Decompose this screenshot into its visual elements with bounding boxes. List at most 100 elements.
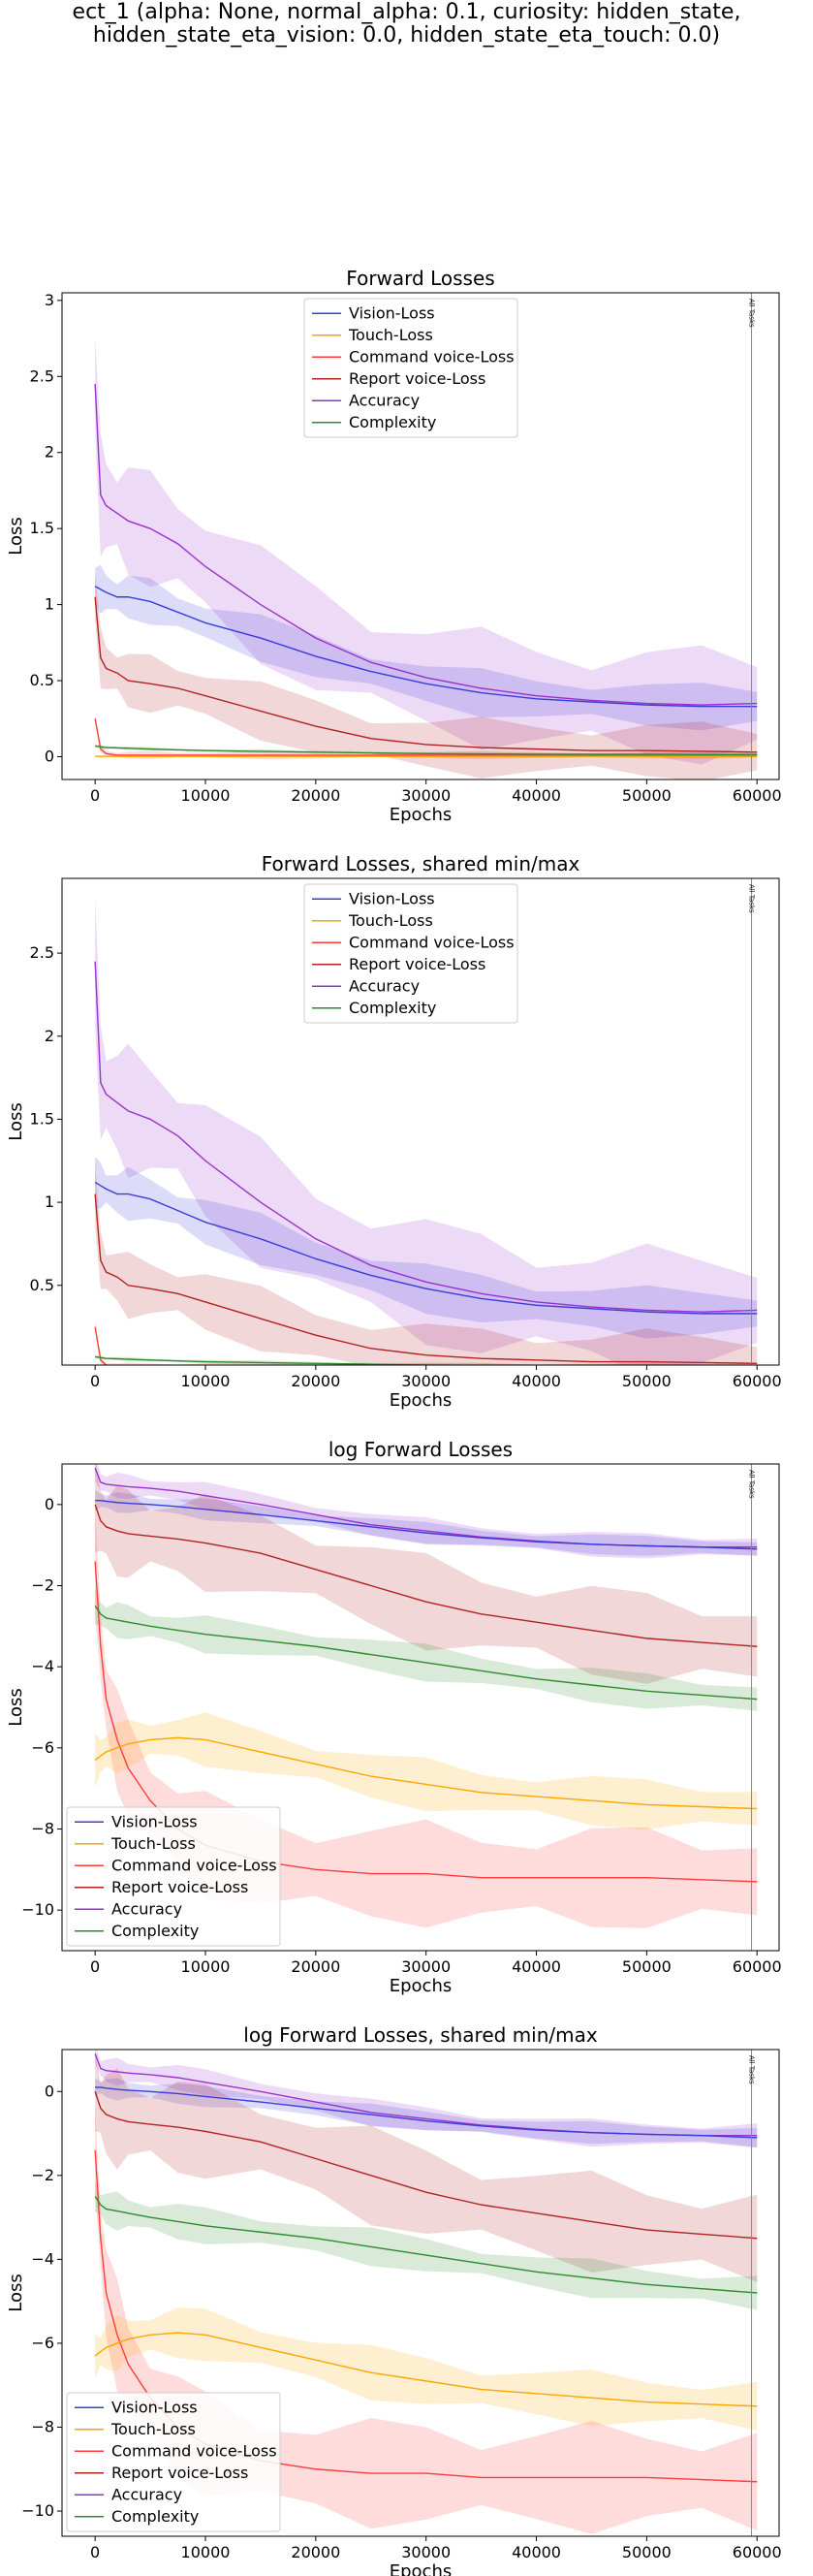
y-tick-label: 2: [45, 1027, 54, 1045]
y-tick-label: −2: [31, 2166, 54, 2184]
figure-suptitle-line-2: hidden_state_eta_vision: 0.0, hidden_sta…: [92, 23, 721, 48]
legend-box: [66, 2392, 281, 2532]
plot-area: [94, 897, 758, 1365]
x-tick-label: 20000: [291, 786, 340, 805]
x-tick-label: 50000: [622, 2543, 672, 2561]
band-report-voice-loss: [95, 1464, 758, 1684]
x-tick-label: 60000: [733, 2543, 782, 2561]
series-line-vision-loss: [95, 2086, 758, 2139]
y-tick-label: −2: [31, 1576, 54, 1595]
axes-frame: [61, 2049, 780, 2537]
x-tick-label: 50000: [622, 1957, 672, 1976]
band-vision-loss: [95, 2078, 758, 2147]
y-tick-label: −10: [21, 1900, 54, 1919]
series-line-report-voice-loss: [94, 596, 758, 753]
series-line-report-voice-loss: [94, 1504, 758, 1647]
y-tick-label: 0: [45, 2082, 54, 2100]
chart-4: log Forward Losses, shared min/max All Ta…: [6, 2023, 782, 2576]
y-axis-label: Loss: [6, 2274, 26, 2311]
y-tick-label: −6: [31, 2334, 54, 2352]
y-axis-label: Loss: [6, 1688, 26, 1726]
figure-suptitle-line-1: ect_1 (alpha: None, normal_alpha: 0.1, c…: [72, 0, 741, 24]
x-tick-label: 0: [90, 786, 100, 805]
x-axis-label: Epochs: [390, 805, 453, 825]
legend-label-report-voice-loss: Report voice-Loss: [111, 1878, 248, 1896]
y-tick-label: −4: [31, 1657, 54, 1675]
x-tick-label: 60000: [733, 1372, 782, 1390]
x-tick-label: 10000: [181, 786, 231, 805]
y-tick-label: −4: [31, 2249, 54, 2268]
task-vline-label: All Tasks: [748, 884, 756, 913]
legend-box: [66, 1806, 281, 1947]
legend-label-accuracy: Accuracy: [349, 391, 420, 409]
series-line-complexity: [94, 1606, 758, 1701]
band-report-voice-loss: [95, 574, 758, 779]
chart-title: log Forward Losses: [328, 1438, 513, 1461]
series-line-command-voice-loss: [94, 2149, 758, 2483]
series-line-accuracy: [94, 961, 758, 1313]
x-tick-label: 40000: [512, 786, 561, 805]
band-accuracy: [95, 897, 758, 1365]
x-tick-label: 0: [90, 1957, 100, 1976]
band-vision-loss: [95, 1156, 758, 1339]
x-tick-label: 0: [90, 1372, 100, 1390]
x-tick-label: 30000: [401, 1957, 451, 1976]
task-vline-label: All Tasks: [748, 1470, 756, 1499]
band-report-voice-loss: [95, 1161, 758, 1365]
axes-frame: [61, 1463, 780, 1952]
x-tick-label: 60000: [733, 786, 782, 805]
legend-label-vision-loss: Vision-Loss: [111, 2398, 198, 2416]
task-vline-label: All Tasks: [748, 299, 756, 328]
series-line-report-voice-loss: [94, 1193, 758, 1364]
y-tick-label: 2: [45, 443, 54, 461]
y-tick-label: 1.5: [30, 519, 54, 537]
chart-title: Forward Losses: [346, 267, 494, 290]
band-vision-loss: [95, 564, 758, 731]
y-tick-label: 0.5: [30, 1276, 54, 1294]
legend-label-complexity: Complexity: [111, 2507, 199, 2526]
y-axis-label: Loss: [6, 1102, 26, 1140]
x-axis-label: Epochs: [390, 2561, 453, 2576]
legend-label-touch-loss: Touch-Loss: [110, 2420, 196, 2438]
y-tick-label: 0: [45, 1495, 54, 1513]
series-line-complexity: [95, 1355, 542, 1365]
series-line-touch-loss: [94, 1736, 758, 1810]
band-command-voice-loss: [95, 2106, 758, 2534]
series-line-complexity: [95, 745, 758, 755]
band-vision-loss: [95, 1489, 758, 1556]
x-tick-label: 40000: [512, 1957, 561, 1976]
axes-frame: [61, 292, 780, 780]
x-tick-label: 50000: [622, 1372, 672, 1390]
legend: Vision-Loss Touch-Loss Command voice-Loss R…: [303, 883, 518, 1024]
band-touch-loss: [95, 2306, 758, 2432]
y-tick-label: −6: [31, 1738, 54, 1757]
x-tick-label: 10000: [181, 1957, 231, 1976]
legend-label-touch-loss: Touch-Loss: [110, 1834, 196, 1853]
legend-label-report-voice-loss: Report voice-Loss: [111, 2464, 248, 2482]
legend-label-report-voice-loss: Report voice-Loss: [349, 955, 485, 973]
legend-label-accuracy: Accuracy: [111, 2485, 182, 2503]
y-tick-label: 2.5: [30, 943, 54, 962]
legend: Vision-Loss Touch-Loss Command voice-Loss R…: [66, 1806, 281, 1947]
chart-3: log Forward Losses All Tasks 0 10000 20000 30…: [6, 1438, 782, 1996]
y-tick-label: 1.5: [30, 1109, 54, 1128]
legend-label-command-voice-loss: Command voice-Loss: [349, 347, 515, 366]
legend-label-vision-loss: Vision-Loss: [349, 303, 435, 322]
x-tick-label: 20000: [291, 2543, 340, 2561]
band-report-voice-loss: [95, 2051, 758, 2283]
legend-label-complexity: Complexity: [349, 999, 436, 1017]
band-complexity: [95, 744, 758, 757]
band-accuracy: [95, 2050, 758, 2148]
legend-label-vision-loss: Vision-Loss: [111, 1812, 198, 1830]
y-axis-label: Loss: [6, 517, 26, 555]
y-tick-label: −8: [31, 1820, 54, 1838]
legend-label-command-voice-loss: Command voice-Loss: [349, 933, 515, 951]
x-axis-label: Epochs: [390, 1976, 453, 1996]
legend: Vision-Loss Touch-Loss Command voice-Loss R…: [303, 298, 518, 438]
band-accuracy: [95, 1464, 758, 1559]
y-tick-label: −10: [21, 2501, 54, 2520]
plot-area: [94, 2050, 758, 2534]
series-line-command-voice-loss: [94, 718, 758, 756]
legend: Vision-Loss Touch-Loss Command voice-Loss R…: [66, 2392, 281, 2532]
chart-1: Forward Losses All Tasks 0 10000 20000 30000 4…: [6, 267, 782, 825]
